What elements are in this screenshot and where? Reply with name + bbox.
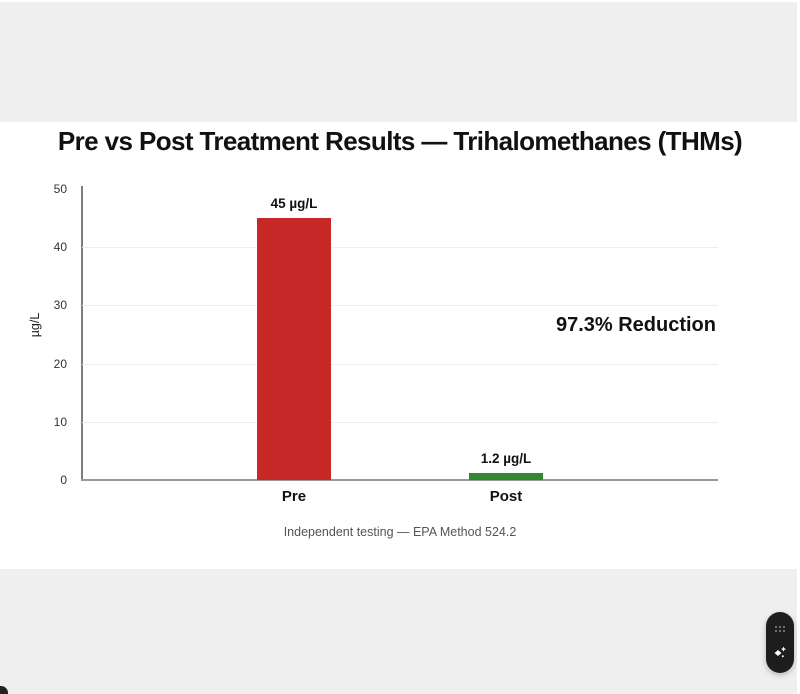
y-tick-label: 30 bbox=[53, 298, 67, 313]
page-top-band bbox=[0, 0, 800, 122]
reduction-annotation: 97.3% Reduction bbox=[555, 314, 716, 336]
page-bottom-band bbox=[0, 569, 800, 694]
x-axis-line bbox=[81, 479, 718, 481]
bar-value-label: 45 µg/L bbox=[270, 196, 318, 211]
y-axis-ticks: 0 10 20 30 40 50 bbox=[0, 182, 74, 487]
plot-area: 45 µg/L 1.2 µg/L bbox=[82, 189, 718, 480]
bar-post bbox=[469, 473, 543, 480]
y-tick-label: 20 bbox=[53, 356, 67, 371]
gridline bbox=[82, 421, 718, 423]
bar-value-label: 1.2 µg/L bbox=[480, 451, 532, 466]
offscreen-panel-corner bbox=[0, 686, 8, 694]
bar-pre bbox=[257, 218, 331, 480]
y-tick-label: 10 bbox=[53, 414, 67, 429]
assistant-widget[interactable] bbox=[766, 612, 794, 673]
y-tick-label: 0 bbox=[60, 473, 67, 487]
chart-caption: Independent testing — EPA Method 524.2 bbox=[283, 525, 517, 539]
x-axis-labels: Pre Post bbox=[82, 488, 718, 508]
x-category-label: Post bbox=[489, 488, 523, 505]
gridline bbox=[82, 363, 718, 365]
page-right-edge bbox=[797, 0, 800, 694]
y-tick-label: 40 bbox=[53, 240, 67, 255]
y-axis-line bbox=[81, 186, 83, 480]
y-tick-label: 50 bbox=[53, 182, 67, 196]
drag-handle-dots-icon[interactable] bbox=[775, 626, 785, 632]
gridline bbox=[82, 305, 718, 307]
x-category-label: Pre bbox=[281, 488, 307, 505]
gridline bbox=[82, 247, 718, 249]
chart-title: Pre vs Post Treatment Results — Trihalom… bbox=[57, 126, 743, 156]
sparkle-icon[interactable] bbox=[772, 645, 788, 661]
